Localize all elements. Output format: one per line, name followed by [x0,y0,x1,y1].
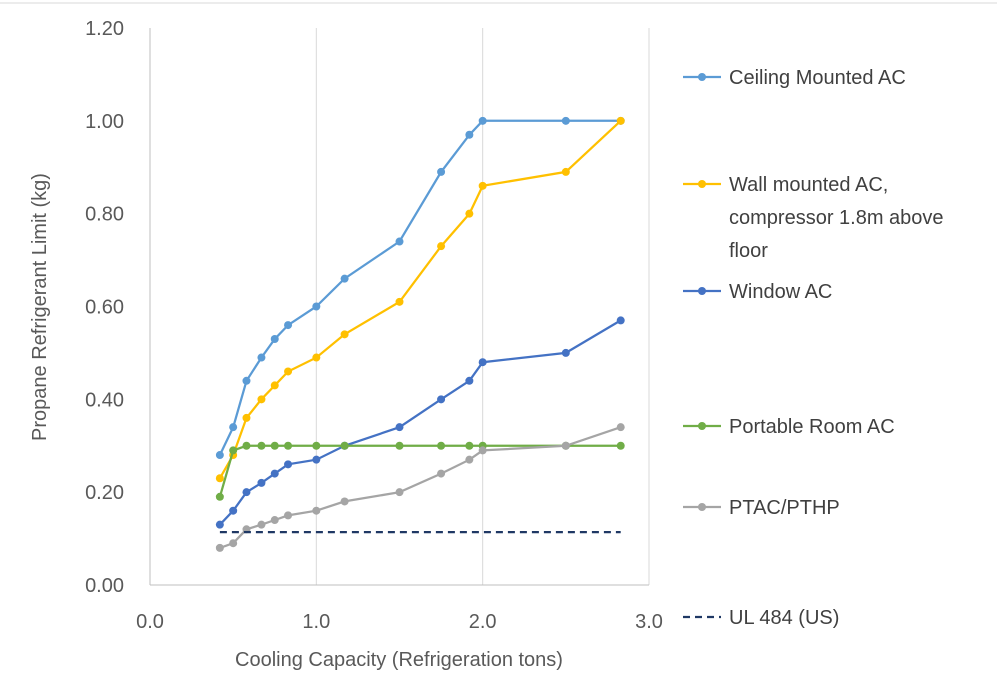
legend-label-wall-mounted-ac-compressor-1-8m-above-floor: Wall mounted AC, compressor 1.8m above flo… [729,174,944,262]
data-point-ptac-pthp [465,455,474,464]
x-tick-labels: 0.0 1.0 2.0 3.0 [136,611,663,633]
data-point-ptac-pthp [395,488,404,497]
data-point-ceiling-mounted-ac [270,334,279,343]
data-point-ptac-pthp [215,543,224,552]
data-point-ptac-pthp [437,469,446,478]
data-point-window-ac [465,376,474,385]
data-point-ceiling-mounted-ac [242,376,251,385]
data-point-ceiling-mounted-ac [284,321,293,330]
x-tick-label: 2.0 [469,611,497,633]
data-point-portable-room-ac [242,441,251,450]
data-point-ceiling-mounted-ac [465,130,474,139]
data-point-window-ac [561,348,570,357]
data-point-portable-room-ac [284,441,293,450]
legend-label-ul-484-us: UL 484 (US) [729,607,839,629]
data-point-wall-mounted-ac-compressor-1-8m-above-floor [284,367,293,376]
y-tick-label: 0.80 [85,204,124,226]
legend-marker-wall-mounted-ac-compressor-1-8m-above-floor [698,180,706,188]
data-point-ptac-pthp [340,497,349,506]
legend-marker-window-ac [698,287,706,295]
data-point-portable-room-ac [437,441,446,450]
legend: Ceiling Mounted AC Wall mounted AC, compre… [683,67,944,629]
data-point-ceiling-mounted-ac [478,116,487,125]
data-point-window-ac [478,358,487,367]
data-point-ptac-pthp [478,446,487,455]
y-tick-labels: 0.00 0.20 0.40 0.60 0.80 1.00 1.20 [85,18,124,597]
legend-label-ceiling-mounted-ac: Ceiling Mounted AC [729,67,906,89]
data-point-window-ac [257,478,266,487]
data-point-ceiling-mounted-ac [561,116,570,125]
data-point-portable-room-ac [229,446,238,455]
x-tick-label: 0.0 [136,611,164,633]
data-point-portable-room-ac [340,441,349,450]
y-tick-label: 0.60 [85,297,124,319]
data-point-window-ac [437,395,446,404]
data-point-wall-mounted-ac-compressor-1-8m-above-floor [478,181,487,190]
series-group [215,116,625,552]
legend-label-window-ac: Window AC [729,281,832,303]
data-point-window-ac [215,520,224,529]
series-line-wall-mounted-ac-compressor-1-8m-above-floor [218,119,622,479]
data-point-ptac-pthp [312,506,321,515]
axes [149,28,649,586]
data-point-ceiling-mounted-ac [257,353,266,362]
x-tick-label: 3.0 [635,611,663,633]
data-point-ptac-pthp [284,511,293,520]
legend-marker-ceiling-mounted-ac [698,73,706,81]
series-line-window-ac [219,319,622,526]
data-point-ptac-pthp [561,441,570,450]
data-point-ptac-pthp [270,516,279,525]
data-point-window-ac [616,316,625,325]
data-point-wall-mounted-ac-compressor-1-8m-above-floor [270,381,279,390]
legend-label-ptac-pthp: PTAC/PTHP [729,497,840,519]
data-point-wall-mounted-ac-compressor-1-8m-above-floor [437,242,446,251]
data-point-wall-mounted-ac-compressor-1-8m-above-floor [215,474,224,483]
data-point-wall-mounted-ac-compressor-1-8m-above-floor [257,395,266,404]
data-point-portable-room-ac [270,441,279,450]
y-tick-label: 0.00 [85,575,124,597]
series-line-ceiling-mounted-ac [218,119,621,456]
data-point-portable-room-ac [257,441,266,450]
data-point-portable-room-ac [616,441,625,450]
data-point-ceiling-mounted-ac [312,302,321,311]
data-point-ceiling-mounted-ac [395,237,404,246]
data-point-window-ac [395,423,404,432]
data-point-window-ac [270,469,279,478]
data-point-ptac-pthp [616,423,625,432]
data-point-wall-mounted-ac-compressor-1-8m-above-floor [312,353,321,362]
data-point-portable-room-ac [215,492,224,501]
data-point-ceiling-mounted-ac [215,451,224,460]
x-tick-label: 1.0 [302,611,330,633]
y-axis-label: Propane Refrigerant Limit (kg) [29,173,51,441]
data-point-window-ac [242,488,251,497]
data-point-wall-mounted-ac-compressor-1-8m-above-floor [395,297,404,306]
data-point-ceiling-mounted-ac [340,274,349,283]
grid-lines [315,28,650,585]
y-tick-label: 0.40 [85,389,124,411]
data-point-ceiling-mounted-ac [437,167,446,176]
y-tick-label: 1.00 [85,111,124,133]
legend-marker-ptac-pthp [698,503,706,511]
data-point-portable-room-ac [312,441,321,450]
data-point-window-ac [229,506,238,515]
data-point-portable-room-ac [395,441,404,450]
data-point-portable-room-ac [465,441,474,450]
data-point-wall-mounted-ac-compressor-1-8m-above-floor [561,167,570,176]
data-point-ptac-pthp [257,520,266,529]
data-point-window-ac [312,455,321,464]
y-tick-label: 0.20 [85,482,124,504]
data-point-window-ac [284,460,293,469]
legend-label-portable-room-ac: Portable Room AC [729,416,895,438]
data-point-wall-mounted-ac-compressor-1-8m-above-floor [242,413,251,422]
data-point-wall-mounted-ac-compressor-1-8m-above-floor [340,330,349,339]
data-point-wall-mounted-ac-compressor-1-8m-above-floor [465,209,474,218]
x-axis-label: Cooling Capacity (Refrigeration tons) [235,649,563,671]
y-tick-label: 1.20 [85,18,124,40]
data-point-ptac-pthp [229,539,238,548]
data-point-wall-mounted-ac-compressor-1-8m-above-floor [616,116,625,125]
legend-marker-portable-room-ac [698,422,706,430]
data-point-ceiling-mounted-ac [229,423,238,432]
